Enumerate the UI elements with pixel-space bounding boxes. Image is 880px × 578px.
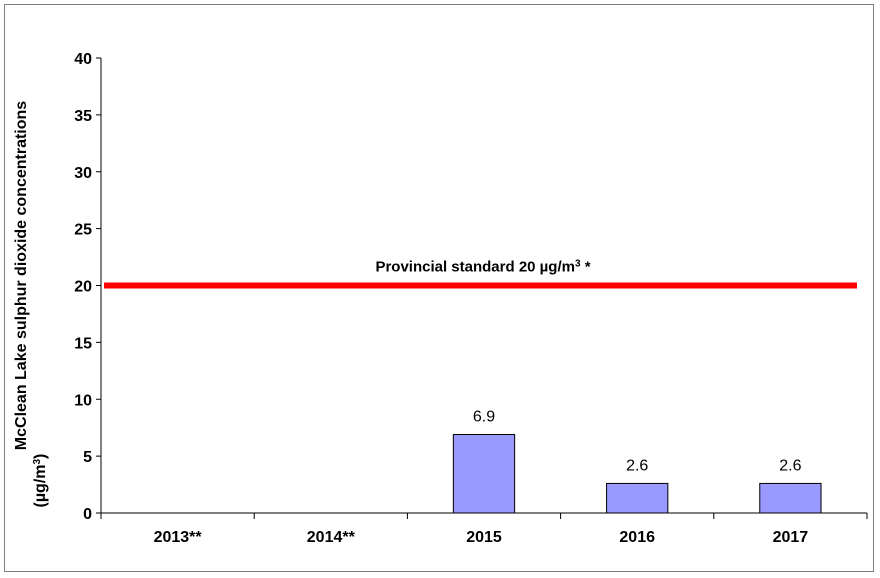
data-label: 6.9 xyxy=(473,409,495,426)
y-tick-label: 25 xyxy=(74,222,92,239)
y-axis-title: McClean Lake sulphur dioxide concentrati… xyxy=(13,101,30,451)
bar xyxy=(606,482,669,514)
y-tick-label: 30 xyxy=(74,165,92,182)
chart-svg: 0 5 10 15 20 25 30 35 40 2013** 2014** 2015 6.9 2016 2… xyxy=(13,51,868,546)
data-label: 2.6 xyxy=(779,457,801,474)
y-tick-label: 5 xyxy=(83,449,92,466)
x-tick-label: 2016 xyxy=(619,529,655,546)
x-tick-label: 2014** xyxy=(307,529,356,546)
bar xyxy=(452,434,516,514)
x-tick-label: 2013** xyxy=(154,529,203,546)
x-tick-label: 2017 xyxy=(773,529,809,546)
data-label: 2.6 xyxy=(626,457,648,474)
chart-frame: 0 5 10 15 20 25 30 35 40 2013** 2014** 2015 6.9 2016 2… xyxy=(4,4,874,572)
y-tick-label: 40 xyxy=(74,51,92,68)
y-axis-title-unit: (µg/m3) xyxy=(32,454,50,508)
y-tick-label: 20 xyxy=(74,279,92,296)
x-tick-label: 2015 xyxy=(466,529,502,546)
y-tick-label: 35 xyxy=(74,108,92,125)
y-tick-label: 10 xyxy=(74,392,92,409)
y-tick-label: 15 xyxy=(74,335,92,352)
bar xyxy=(759,482,822,514)
y-tick-label: 0 xyxy=(83,506,92,523)
reference-line-label: Provincial standard 20 µg/m3 * xyxy=(375,258,590,276)
